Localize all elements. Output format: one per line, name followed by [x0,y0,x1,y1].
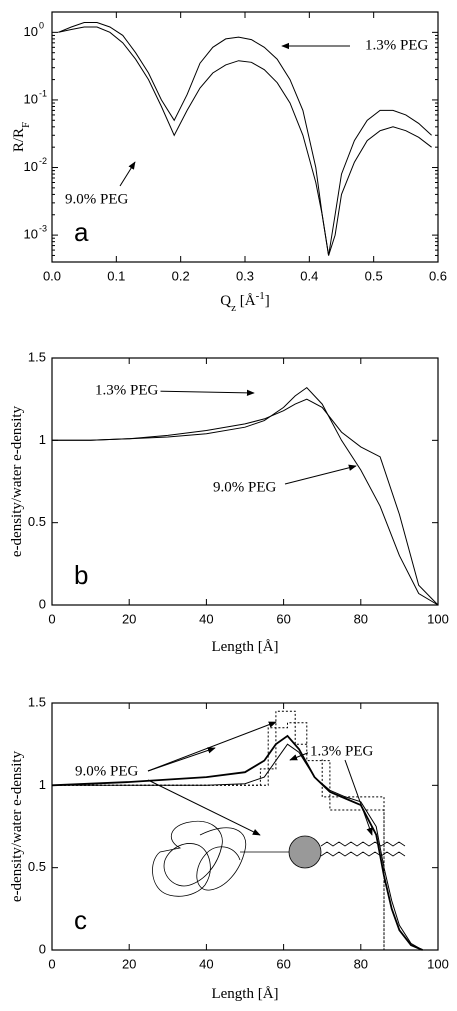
y-tick-label: 1.5 [28,694,46,709]
x-tick-label: 80 [354,956,368,971]
annotation-bg [73,763,141,780]
annotation-bg [93,382,161,399]
y-axis-label: e-density/water e-density [9,750,25,902]
panel-label: b [74,560,88,590]
x-tick-label: 80 [354,611,368,626]
x-tick-label: 20 [122,611,136,626]
x-tick-label: 100 [427,956,449,971]
x-label-part: [Å [236,293,256,309]
x-tick-label: 40 [199,611,213,626]
x-tick-label: 0.2 [172,268,190,283]
y-tick-label: 10 [24,24,38,39]
y-tick-label: 0.5 [28,859,46,874]
x-tick-label: 0 [48,611,55,626]
annotation: 1.3% PEG [95,382,159,398]
annotation: 9.0% PEG [75,763,139,779]
y-tick-exponent: -3 [39,223,47,233]
x-tick-label: 0.4 [300,268,318,283]
y-tick-exponent: -1 [39,88,47,98]
annotation: 9.0% PEG [65,191,129,207]
x-label-part: Length [Å] [211,986,278,1002]
y-label-part: F [20,122,32,128]
x-tick-label: 0.0 [43,268,61,283]
y-axis-label: R/RF [11,122,31,152]
series-line [58,26,432,256]
y-label-part: R/R [11,128,27,152]
x-label-part: Length [Å] [211,639,278,655]
annotation-bg [63,191,131,208]
x-label-part: ] [265,293,270,309]
model-line [52,710,385,950]
y-tick-label: 0.5 [28,514,46,529]
y-tick-label: 10 [24,91,38,106]
y-tick-label: 0 [39,596,46,611]
y-tick-label: 1 [39,432,46,447]
x-axis-label: Length [Å] [211,639,278,655]
y-tick-label: 0 [39,941,46,956]
x-tick-label: 0.5 [365,268,383,283]
x-tick-label: 100 [427,611,449,626]
y-label-part: e-density/water e-density [9,750,25,902]
y-tick-label: 10 [24,227,38,242]
annotation-arrow [284,464,357,485]
y-tick-label: 1 [39,777,46,792]
y-label-part: e-density/water e-density [9,405,25,557]
model-line [52,722,385,950]
x-tick-label: 0.6 [429,268,447,283]
panel-label: a [74,217,89,247]
annotation-bg [363,37,431,54]
annotation-arrow [147,721,277,772]
x-axis-label: Length [Å] [211,986,278,1002]
panel-label: c [74,905,87,935]
annotation-arrow [119,161,136,187]
x-label-part: Q [220,293,231,309]
plot-frame [51,357,439,606]
x-axis-label: Qz [Å-1] [220,290,269,314]
y-tick-exponent: -2 [39,156,47,166]
annotation-arrow [344,759,373,836]
x-tick-label: 20 [122,956,136,971]
x-tick-label: 0.1 [107,268,125,283]
annotation-bg [211,479,279,496]
annotation: 1.3% PEG [365,37,429,53]
x-label-part: -1 [256,290,265,302]
annotation: 9.0% PEG [213,479,277,495]
x-label-part: z [231,302,236,314]
y-tick-label: 1.5 [28,349,46,364]
x-tick-label: 0.3 [236,268,254,283]
series-line [52,398,439,606]
annotation-arrow [149,389,255,397]
series-line [52,386,439,606]
y-tick-label: 10 [24,159,38,174]
x-tick-label: 0 [48,956,55,971]
y-tick-exponent: 0 [39,21,44,31]
x-tick-label: 60 [276,956,290,971]
plot-frame [51,702,439,951]
annotation-arrow [289,751,311,761]
annotation: 1.3% PEG [310,743,374,759]
annotation-arrow [147,779,261,836]
x-tick-label: 40 [199,956,213,971]
annotation-bg [308,743,376,760]
series-line [58,22,432,256]
y-axis-label: e-density/water e-density [9,405,25,557]
molecule-cartoon [152,820,406,897]
x-tick-label: 60 [276,611,290,626]
